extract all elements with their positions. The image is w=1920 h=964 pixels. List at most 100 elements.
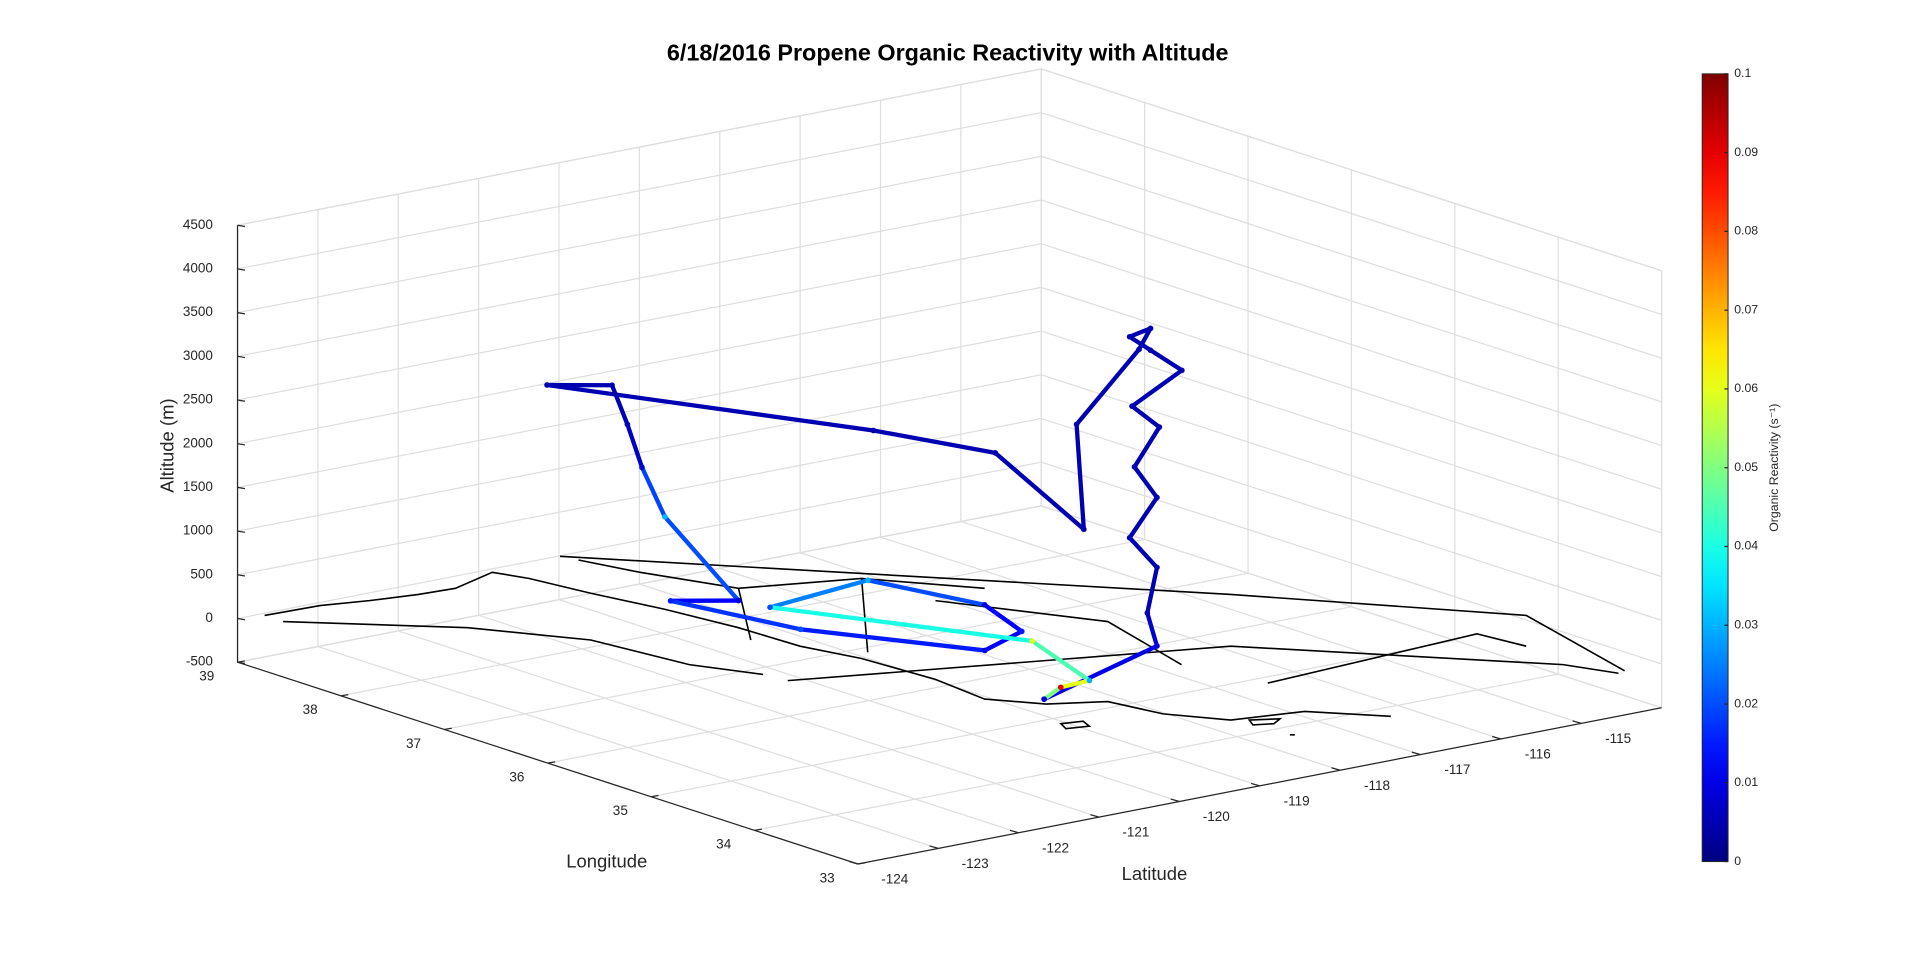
- z-tick: [237, 617, 246, 621]
- track-point: [1147, 347, 1154, 354]
- x-tick-label: -119: [1284, 793, 1310, 808]
- chart-title: 6/18/2016 Propene Organic Reactivity wit…: [667, 39, 1229, 65]
- track-point: [1126, 333, 1133, 340]
- grid-line: [237, 111, 1662, 316]
- track-point: [1131, 464, 1138, 470]
- z-tick: [237, 312, 246, 315]
- z-tick: [237, 574, 246, 577]
- y-tick: [340, 693, 349, 697]
- z-tick: [237, 355, 246, 359]
- grid-line: [237, 505, 1662, 709]
- grid-line: [317, 209, 939, 849]
- track-point: [1073, 421, 1080, 428]
- track-point: [1147, 325, 1154, 332]
- z-tick-label: 3500: [183, 304, 213, 319]
- x-tick: [1572, 720, 1582, 724]
- track-segment: [1145, 610, 1160, 649]
- x-tick-label: -120: [1203, 809, 1230, 824]
- track-point: [1029, 638, 1035, 644]
- track-segment: [1029, 638, 1092, 683]
- track-point: [624, 421, 631, 428]
- track-point: [865, 577, 871, 584]
- grid-line: [237, 155, 1662, 359]
- track-segment: [982, 629, 1024, 653]
- grid-line: [719, 131, 1341, 771]
- grid-line: [236, 225, 859, 865]
- flight-track: [544, 325, 1185, 703]
- track-segment: [993, 450, 1086, 532]
- y-tick-label: 36: [509, 769, 524, 784]
- colorbar-tick-label: 0.1: [1734, 66, 1751, 80]
- track-segment: [1129, 368, 1185, 409]
- track-point: [982, 647, 988, 654]
- y-tick: [650, 794, 659, 798]
- grid-line: [650, 203, 1456, 798]
- colorbar-label: Organic Reactivity (s⁻¹): [1767, 404, 1781, 532]
- z-tick: [237, 443, 246, 446]
- y-tick-label: 37: [406, 736, 421, 751]
- track-point: [735, 597, 742, 604]
- track-segment: [1127, 535, 1160, 570]
- colorbar-tick-label: 0.02: [1734, 696, 1758, 710]
- track-point: [1154, 494, 1160, 501]
- y-tick-label: 35: [613, 803, 628, 818]
- grid-line: [638, 147, 1260, 787]
- track-point: [1136, 346, 1142, 353]
- z-tick-label: 0: [205, 610, 213, 625]
- y-tick: [857, 862, 866, 865]
- x-tick-label: -123: [962, 856, 989, 871]
- track-segment: [668, 598, 803, 632]
- track-segment: [1148, 348, 1185, 373]
- track-point: [609, 382, 615, 389]
- grid-line: [237, 199, 1662, 403]
- x-tick-label: -121: [1122, 825, 1149, 840]
- track-segment: [982, 602, 1024, 634]
- grid-line: [340, 102, 1146, 697]
- y-axis-label: Longitude: [566, 851, 647, 872]
- track-segment: [798, 627, 987, 653]
- z-tick-label: 4000: [183, 261, 213, 276]
- axes: -500 0 500 1000 1500 2000 2500 3000 3500 4000 4500…: [183, 217, 1662, 887]
- track-segment: [625, 422, 645, 470]
- track-point: [1126, 534, 1133, 541]
- colorbar-tick-label: 0: [1734, 854, 1741, 868]
- track-segment: [662, 514, 741, 603]
- x-tick: [1250, 782, 1260, 787]
- colorbar-tick-label: 0.07: [1734, 302, 1758, 316]
- y-tick: [237, 660, 246, 663]
- track-point: [1156, 424, 1163, 430]
- track-segment: [1058, 678, 1092, 690]
- state-border: [559, 555, 1626, 672]
- grid-line: [237, 461, 1662, 665]
- track-point: [667, 598, 674, 604]
- track-segment: [865, 578, 987, 607]
- track-point: [1154, 643, 1160, 649]
- state-border: [787, 645, 1619, 682]
- colorbar-tick-label: 0.04: [1734, 539, 1758, 553]
- y-tick-label: 38: [303, 702, 318, 717]
- colorbar-tick-label: 0.05: [1734, 460, 1758, 474]
- grid-line: [444, 136, 1249, 731]
- colorbar-tick-label: 0.06: [1734, 381, 1758, 395]
- track-point: [1080, 526, 1087, 533]
- z-tick-label: 2500: [183, 392, 213, 407]
- z-tick: [237, 224, 246, 228]
- track-point: [1018, 628, 1025, 635]
- map-outline: [264, 555, 1626, 736]
- x-tick-label: -122: [1042, 840, 1069, 855]
- x-tick-label: -118: [1364, 778, 1390, 793]
- z-tick: [237, 399, 246, 402]
- grid-line: [237, 286, 1662, 490]
- x-tick: [1090, 814, 1100, 818]
- track-segment: [767, 605, 1035, 644]
- track-point: [1041, 696, 1047, 703]
- plot-area: -500 0 500 1000 1500 2000 2500 3000 3500 4000 4500…: [156, 39, 1781, 886]
- track-segment: [544, 382, 876, 433]
- track-segment: [1132, 424, 1162, 470]
- track-point: [1179, 367, 1185, 374]
- colorbar-gradient: [1701, 73, 1729, 863]
- track-point: [662, 513, 668, 520]
- track-point: [870, 427, 877, 434]
- y-tick: [754, 828, 762, 831]
